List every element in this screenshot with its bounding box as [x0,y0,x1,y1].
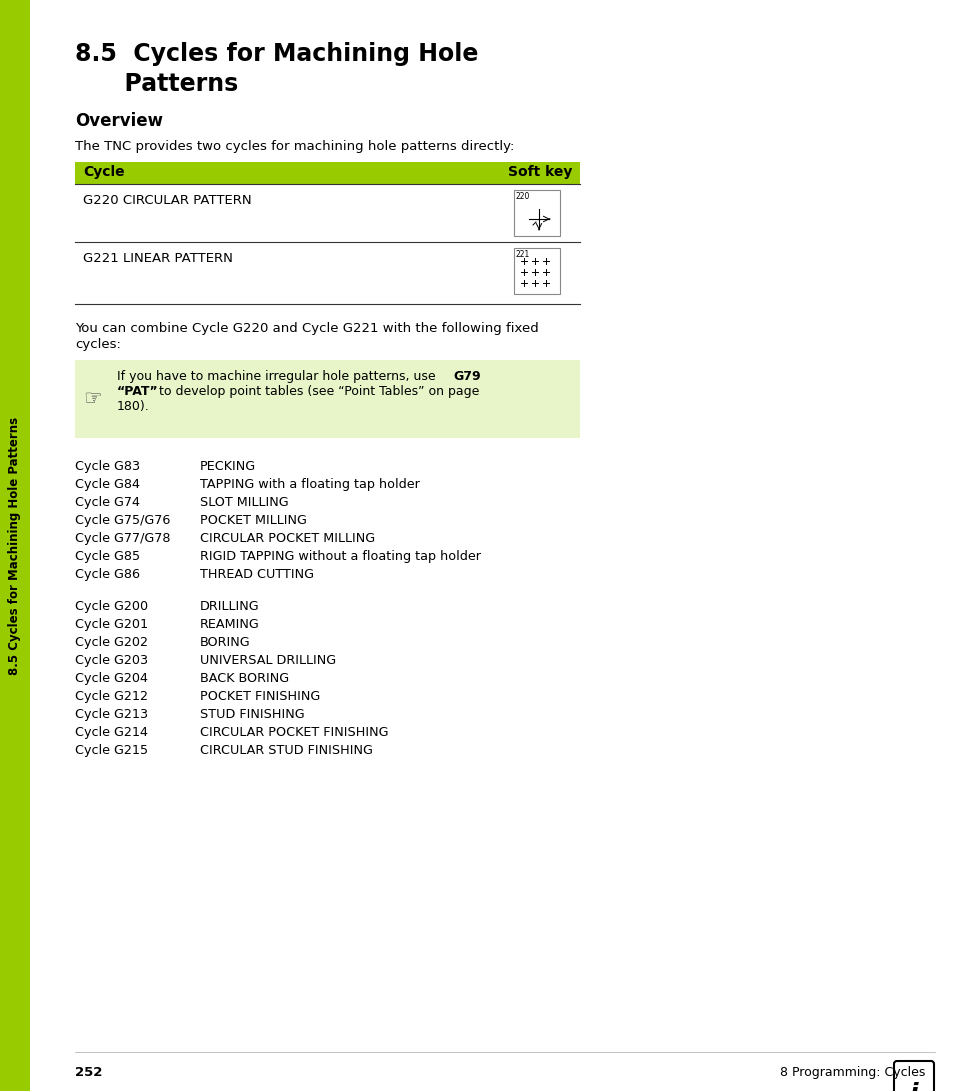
Text: Cycle G75/G76: Cycle G75/G76 [75,514,171,527]
Text: 220: 220 [516,192,530,201]
Text: Cycle G202: Cycle G202 [75,636,148,649]
Text: Overview: Overview [75,112,163,130]
Text: Cycle G86: Cycle G86 [75,568,140,582]
Text: to develop point tables (see “Point Tables” on page: to develop point tables (see “Point Tabl… [154,385,478,398]
Text: Cycle G214: Cycle G214 [75,726,148,739]
Text: Cycle G213: Cycle G213 [75,708,148,721]
Text: CIRCULAR POCKET FINISHING: CIRCULAR POCKET FINISHING [200,726,388,739]
Text: REAMING: REAMING [200,618,259,631]
Text: Cycle G74: Cycle G74 [75,496,140,509]
Text: Cycle G215: Cycle G215 [75,744,148,757]
Text: Cycle G212: Cycle G212 [75,690,148,703]
Text: G221 LINEAR PATTERN: G221 LINEAR PATTERN [83,252,233,265]
Text: i: i [909,1082,918,1091]
Text: 252: 252 [75,1066,102,1079]
Text: PECKING: PECKING [200,460,255,473]
Text: Cycle: Cycle [83,165,125,179]
Text: 8.5 Cycles for Machining Hole Patterns: 8.5 Cycles for Machining Hole Patterns [9,417,22,674]
Text: ☞: ☞ [84,389,102,409]
Text: THREAD CUTTING: THREAD CUTTING [200,568,314,582]
Bar [514,190,559,236]
Text: You can combine Cycle G220 and Cycle G221 with the following fixed: You can combine Cycle G220 and Cycle G22… [75,322,538,335]
Text: Cycle G77/G78: Cycle G77/G78 [75,532,171,546]
Bar [75,360,579,437]
Text: BACK BORING: BACK BORING [200,672,289,685]
Text: CIRCULAR STUD FINISHING: CIRCULAR STUD FINISHING [200,744,373,757]
Text: BORING: BORING [200,636,251,649]
Bar [0,0,30,1091]
Text: G220 CIRCULAR PATTERN: G220 CIRCULAR PATTERN [83,194,252,207]
Text: Cycle G204: Cycle G204 [75,672,148,685]
FancyBboxPatch shape [893,1062,933,1091]
Text: Cycle G203: Cycle G203 [75,654,148,667]
Text: Cycle G83: Cycle G83 [75,460,140,473]
Text: 180).: 180). [117,400,150,413]
Text: POCKET MILLING: POCKET MILLING [200,514,307,527]
Text: UNIVERSAL DRILLING: UNIVERSAL DRILLING [200,654,335,667]
Text: Patterns: Patterns [75,72,238,96]
Text: POCKET FINISHING: POCKET FINISHING [200,690,320,703]
Text: SLOT MILLING: SLOT MILLING [200,496,289,509]
Text: TAPPING with a floating tap holder: TAPPING with a floating tap holder [200,478,419,491]
Text: Cycle G201: Cycle G201 [75,618,148,631]
Bar [514,248,559,293]
Text: Soft key: Soft key [507,165,572,179]
Text: cycles:: cycles: [75,338,121,351]
Text: STUD FINISHING: STUD FINISHING [200,708,304,721]
Text: Cycle G84: Cycle G84 [75,478,140,491]
Bar [75,161,579,184]
Text: 8.5  Cycles for Machining Hole: 8.5 Cycles for Machining Hole [75,41,477,65]
Text: Cycle G200: Cycle G200 [75,600,148,613]
Text: If you have to machine irregular hole patterns, use: If you have to machine irregular hole pa… [117,370,439,383]
Text: G79: G79 [453,370,480,383]
Text: CIRCULAR POCKET MILLING: CIRCULAR POCKET MILLING [200,532,375,546]
Text: The TNC provides two cycles for machining hole patterns directly:: The TNC provides two cycles for machinin… [75,140,514,153]
Text: DRILLING: DRILLING [200,600,259,613]
Text: 221: 221 [516,250,530,259]
Text: Cycle G85: Cycle G85 [75,550,140,563]
Text: RIGID TAPPING without a floating tap holder: RIGID TAPPING without a floating tap hol… [200,550,480,563]
Text: “PAT”: “PAT” [117,385,158,398]
Text: 8 Programming: Cycles: 8 Programming: Cycles [779,1066,924,1079]
